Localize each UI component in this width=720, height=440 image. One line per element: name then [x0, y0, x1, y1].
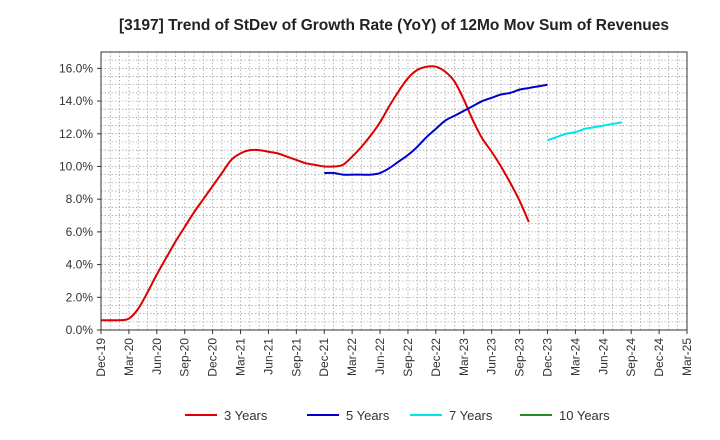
- chart-title: [3197] Trend of StDev of Growth Rate (Yo…: [119, 17, 669, 34]
- x-tick-label: Jun-20: [150, 338, 164, 375]
- y-tick-label: 0.0%: [66, 323, 94, 337]
- y-tick-label: 2.0%: [66, 290, 94, 304]
- x-tick-label: Sep-23: [513, 338, 527, 377]
- x-tick-label: Jun-21: [261, 338, 275, 375]
- x-tick-label: Mar-24: [568, 338, 582, 376]
- x-tick-label: Sep-22: [401, 338, 415, 377]
- legend-label-3-years: 3 Years: [224, 408, 268, 423]
- x-tick-label: Dec-22: [429, 338, 443, 377]
- axes: [97, 51, 688, 334]
- x-tick-label: Mar-23: [457, 338, 471, 376]
- x-tick-label: Jun-24: [596, 338, 610, 375]
- x-tick-label: Mar-22: [345, 338, 359, 376]
- series-lines: [101, 65, 623, 322]
- series-line-3-years: [101, 65, 530, 322]
- y-tick-label: 4.0%: [66, 258, 94, 272]
- plot-frame: [100, 51, 688, 331]
- y-tick-label: 6.0%: [66, 225, 94, 239]
- y-tick-label: 16.0%: [59, 61, 93, 75]
- y-tick-label: 10.0%: [59, 159, 93, 173]
- x-tick-label: Mar-25: [680, 338, 694, 376]
- x-tick-label: Sep-20: [178, 338, 192, 377]
- legend: 3 Years 5 Years 7 Years 10 Years: [185, 408, 610, 423]
- grid: [100, 51, 688, 331]
- x-tick-label: Dec-23: [540, 338, 554, 377]
- legend-label-7-years: 7 Years: [449, 408, 493, 423]
- y-tick-label: 8.0%: [66, 192, 94, 206]
- y-tick-labels: 0.0% 2.0% 4.0% 6.0% 8.0% 10.0% 12.0% 14.0% 16.0%: [59, 61, 93, 337]
- x-tick-labels: Dec-19 Mar-20 Jun-20 Sep-20 Dec-20 Mar-21 Jun-…: [94, 338, 694, 377]
- x-tick-label: Dec-21: [317, 338, 331, 377]
- y-tick-label: 14.0%: [59, 94, 93, 108]
- x-tick-label: Mar-20: [122, 338, 136, 376]
- x-tick-label: Dec-20: [206, 338, 220, 377]
- series-line-5-years: [324, 83, 548, 176]
- x-tick-label: Jun-23: [485, 338, 499, 375]
- x-tick-label: Mar-21: [234, 338, 248, 376]
- x-tick-label: Sep-21: [289, 338, 303, 377]
- legend-label-10-years: 10 Years: [559, 408, 610, 423]
- x-tick-label: Jun-22: [373, 338, 387, 375]
- x-tick-label: Sep-24: [624, 338, 638, 377]
- x-tick-label: Dec-24: [652, 338, 666, 377]
- series-line-7-years: [547, 121, 623, 142]
- legend-label-5-years: 5 Years: [346, 408, 390, 423]
- x-tick-label: Dec-19: [94, 338, 108, 377]
- y-tick-label: 12.0%: [59, 127, 93, 141]
